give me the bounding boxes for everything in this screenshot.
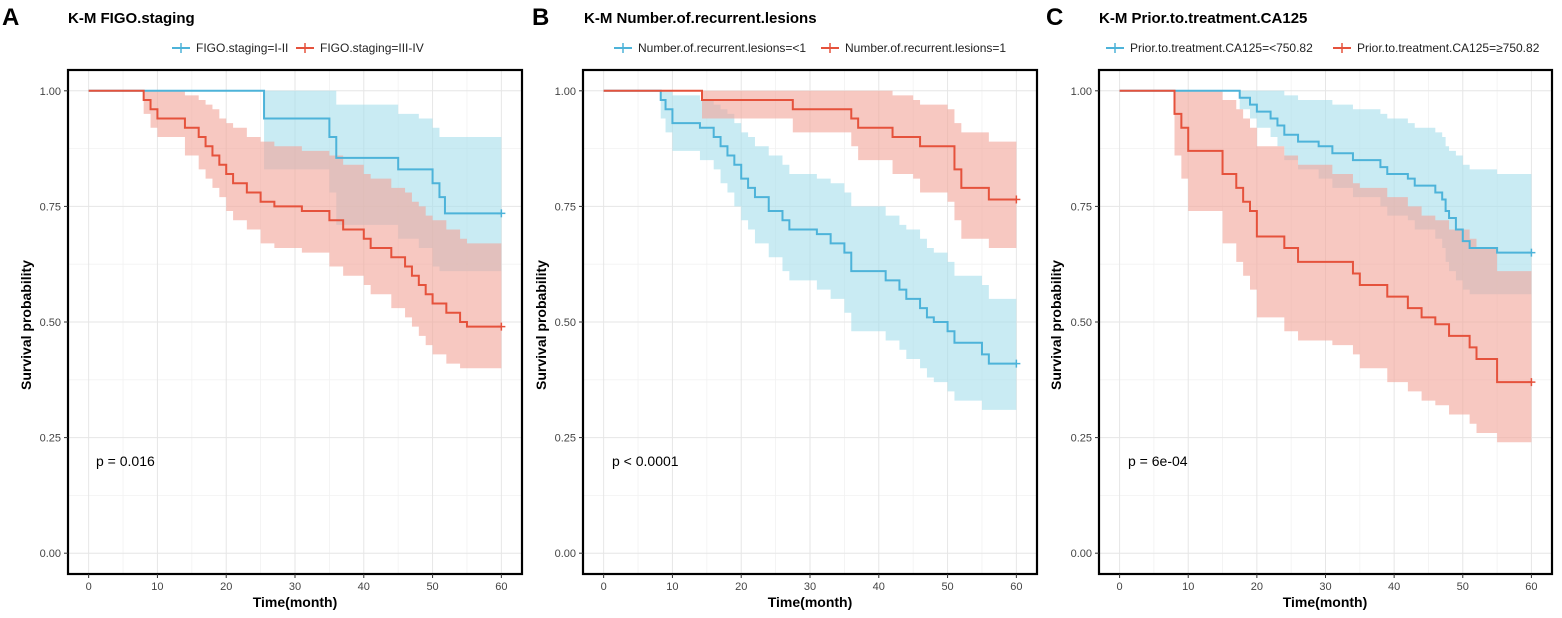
confidence-band-series-1 (603, 90, 1017, 410)
y-tick-label: 0.25 (1071, 433, 1092, 445)
y-tick-label: 0.75 (555, 201, 576, 213)
y-axis-title: Survival probability (1048, 260, 1064, 390)
chart-title: K-M Prior.to.treatment.CA125 (1099, 10, 1307, 27)
legend-label-1: Number.of.recurrent.lesions=<1 (638, 41, 806, 55)
y-tick-label: 0.75 (40, 201, 61, 213)
x-tick-label: 20 (1251, 581, 1263, 593)
survival-curve-series-1 (88, 89, 502, 215)
x-tick-label: 40 (1388, 581, 1400, 593)
confidence-band-series-1 (1119, 90, 1532, 295)
confidence-band-series-2 (1119, 90, 1532, 443)
x-tick-label: 40 (873, 581, 885, 593)
x-tick-label: 20 (220, 581, 232, 593)
x-tick-label: 0 (86, 581, 92, 593)
plot-area: 0 10 20 30 40 50 60 0.00 0.25 0.50 0.75 1.00 (40, 68, 524, 593)
survival-curve-series-2 (603, 89, 1017, 201)
x-tick-label: 0 (1117, 581, 1123, 593)
plot-area: 0 10 20 30 40 50 60 0.00 0.25 0.50 0.75 1.00 (1071, 68, 1554, 593)
x-tick-label: 40 (358, 581, 370, 593)
x-tick-label: 10 (151, 581, 163, 593)
y-tick-label: 0.50 (40, 317, 61, 329)
legend-label-2: Prior.to.treatment.CA125=≥750.82 (1357, 41, 1540, 55)
x-tick-label: 30 (1319, 581, 1331, 593)
legend: FIGO.staging=I-II FIGO.staging=III-IV (172, 41, 424, 55)
survival-curve-series-2 (88, 89, 502, 328)
x-tick-label: 50 (1457, 581, 1469, 593)
y-tick-label: 0.00 (1071, 548, 1092, 560)
y-axis-title: Survival probability (18, 260, 34, 390)
y-tick-label: 0.50 (1071, 317, 1092, 329)
panel-letter: B (532, 4, 549, 31)
x-tick-label: 50 (941, 581, 953, 593)
y-axis-title: Survival probability (533, 260, 549, 390)
x-axis-title: Time(month) (768, 594, 853, 610)
panel-a: A K-M FIGO.staging FIGO.staging=I-II FIG… (2, 4, 524, 610)
y-tick-label: 1.00 (1071, 86, 1092, 98)
panel-c: C K-M Prior.to.treatment.CA125 Prior.to.… (1046, 4, 1554, 610)
legend-label-1: FIGO.staging=I-II (196, 41, 288, 55)
legend-label-2: Number.of.recurrent.lesions=1 (845, 41, 1006, 55)
x-tick-label: 60 (495, 581, 507, 593)
p-value-label: p = 6e-04 (1128, 453, 1188, 469)
chart-title: K-M Number.of.recurrent.lesions (584, 10, 817, 27)
panel-b: B K-M Number.of.recurrent.lesions Number… (532, 4, 1039, 610)
panel-letter: A (2, 4, 19, 31)
y-tick-label: 0.25 (40, 433, 61, 445)
x-axis-title: Time(month) (253, 594, 338, 610)
legend: Prior.to.treatment.CA125=<750.82 Prior.t… (1106, 41, 1540, 55)
x-tick-label: 30 (289, 581, 301, 593)
x-tick-label: 0 (601, 581, 607, 593)
legend: Number.of.recurrent.lesions=<1 Number.of… (614, 41, 1006, 55)
x-axis-title: Time(month) (1283, 594, 1368, 610)
legend-label-1: Prior.to.treatment.CA125=<750.82 (1130, 41, 1313, 55)
x-tick-label: 10 (1182, 581, 1194, 593)
legend-label-2: FIGO.staging=III-IV (320, 41, 424, 55)
plot-area: 0 10 20 30 40 50 60 0.00 0.25 0.50 0.75 1.00 (555, 68, 1039, 593)
p-value-label: p < 0.0001 (612, 453, 679, 469)
y-tick-label: 0.25 (555, 433, 576, 445)
confidence-band-series-2 (88, 90, 502, 369)
survival-curve-series-1 (603, 89, 1017, 365)
x-tick-label: 30 (804, 581, 816, 593)
y-tick-label: 1.00 (555, 86, 576, 98)
survival-curve-series-2 (1119, 89, 1532, 384)
x-tick-label: 20 (735, 581, 747, 593)
x-tick-label: 50 (426, 581, 438, 593)
x-tick-label: 60 (1525, 581, 1537, 593)
panel-letter: C (1046, 4, 1063, 31)
x-tick-label: 60 (1010, 581, 1022, 593)
chart-title: K-M FIGO.staging (68, 10, 195, 27)
y-tick-label: 0.50 (555, 317, 576, 329)
y-tick-label: 0.75 (1071, 201, 1092, 213)
confidence-band-series-2 (603, 90, 1017, 249)
p-value-label: p = 0.016 (96, 453, 155, 469)
y-tick-label: 0.00 (555, 548, 576, 560)
y-tick-label: 0.00 (40, 548, 61, 560)
x-tick-label: 10 (666, 581, 678, 593)
y-tick-label: 1.00 (40, 86, 61, 98)
survival-curve-series-1 (1119, 89, 1532, 254)
